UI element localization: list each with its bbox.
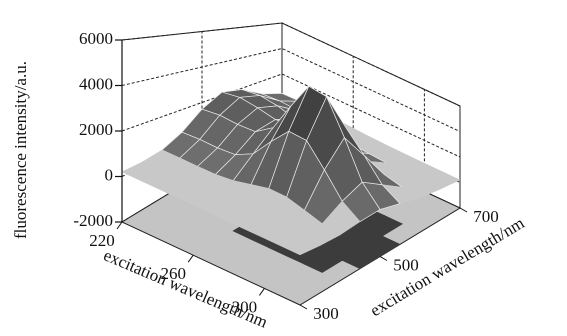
x-tick [187,254,194,263]
z-axis-label: fluorescence intensity/a.u. [11,61,30,239]
y-tick-label: 300 [313,304,339,323]
x-tick [116,221,123,230]
x-tick [258,288,265,296]
z-tick-label: 0 [105,165,114,184]
x-tick-label: 260 [160,264,186,283]
y-tick-label: 700 [473,207,499,226]
z-tick-label: 6000 [79,29,113,48]
z-tick-label: -2000 [73,211,113,230]
z-tick-label: 4000 [79,74,113,93]
surface-cell [281,236,321,256]
floor-projection [361,235,401,257]
z-tick-label: 2000 [79,120,113,139]
y-tick-label: 500 [393,255,419,274]
floor-projection [363,215,404,237]
y-tick [459,207,468,213]
y-tick [299,304,308,310]
y-tick [379,256,388,261]
x-tick-label: 300 [232,297,258,316]
grid-line [121,47,461,132]
x-tick-label: 220 [89,231,115,250]
grid-line [121,73,461,158]
